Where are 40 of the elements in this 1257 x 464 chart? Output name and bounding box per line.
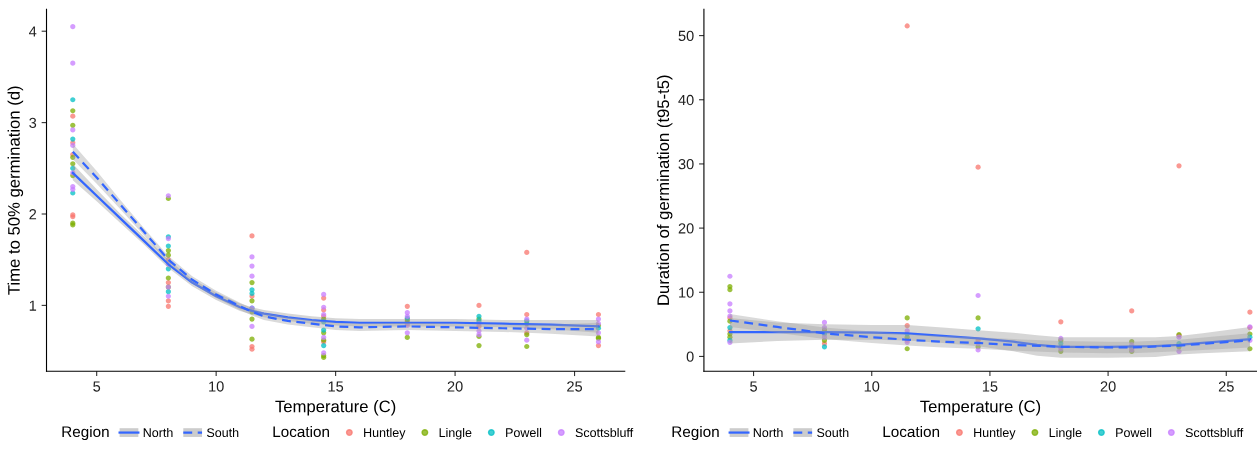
legend-label: North <box>753 427 783 438</box>
x-tick-label: 10 <box>864 381 880 392</box>
x-axis-title: Temperature (C) <box>920 400 1041 416</box>
legend-label: North <box>143 427 173 438</box>
y-axis-title: Time to 50% germination (d) <box>7 86 24 295</box>
y-tick-label: 0 <box>686 351 694 362</box>
y-tick-label: 4 <box>29 26 37 37</box>
y-axis-title: Duration of germination (t95-t5) <box>656 75 673 305</box>
x-tick-label: 25 <box>567 381 583 392</box>
y-tick-label: 2 <box>29 209 37 220</box>
y-tick-label: 30 <box>678 159 694 170</box>
text: Location <box>883 425 940 438</box>
x-axis-title: Temperature (C) <box>275 400 396 416</box>
legend-label: Scottsbluff <box>1185 427 1244 438</box>
x-tick-label: 15 <box>328 381 344 392</box>
legend-label: Powell <box>506 427 542 438</box>
x-tick-label: 20 <box>447 381 463 392</box>
text: Region <box>62 425 109 441</box>
legend-label: Lingle <box>439 427 472 440</box>
y-tick-label: 50 <box>678 30 694 42</box>
y-tick-label: 20 <box>678 223 694 234</box>
x-tick-label: 5 <box>750 381 757 392</box>
legend-label: Lingle <box>1049 427 1082 440</box>
x-tick-label: 20 <box>1100 381 1116 392</box>
legend-label: South <box>817 427 849 438</box>
legend-label: Huntley <box>364 427 406 440</box>
x-tick-label: 25 <box>1218 381 1234 392</box>
y-tick-label: 40 <box>678 94 694 106</box>
legend-label: Huntley <box>974 427 1016 440</box>
legend-label: Powell <box>1116 427 1152 438</box>
y-tick-label: 3 <box>29 117 37 129</box>
x-tick-label: 5 <box>93 381 101 392</box>
y-tick-label: 1 <box>29 300 37 311</box>
legend-label: Scottsbluff <box>575 427 634 438</box>
text: Region <box>672 425 719 441</box>
x-tick-label: 10 <box>209 381 224 392</box>
legend-label: South <box>206 427 239 438</box>
x-tick-label: 15 <box>982 381 998 392</box>
y-tick-label: 10 <box>679 287 694 298</box>
text: Location <box>273 425 329 438</box>
